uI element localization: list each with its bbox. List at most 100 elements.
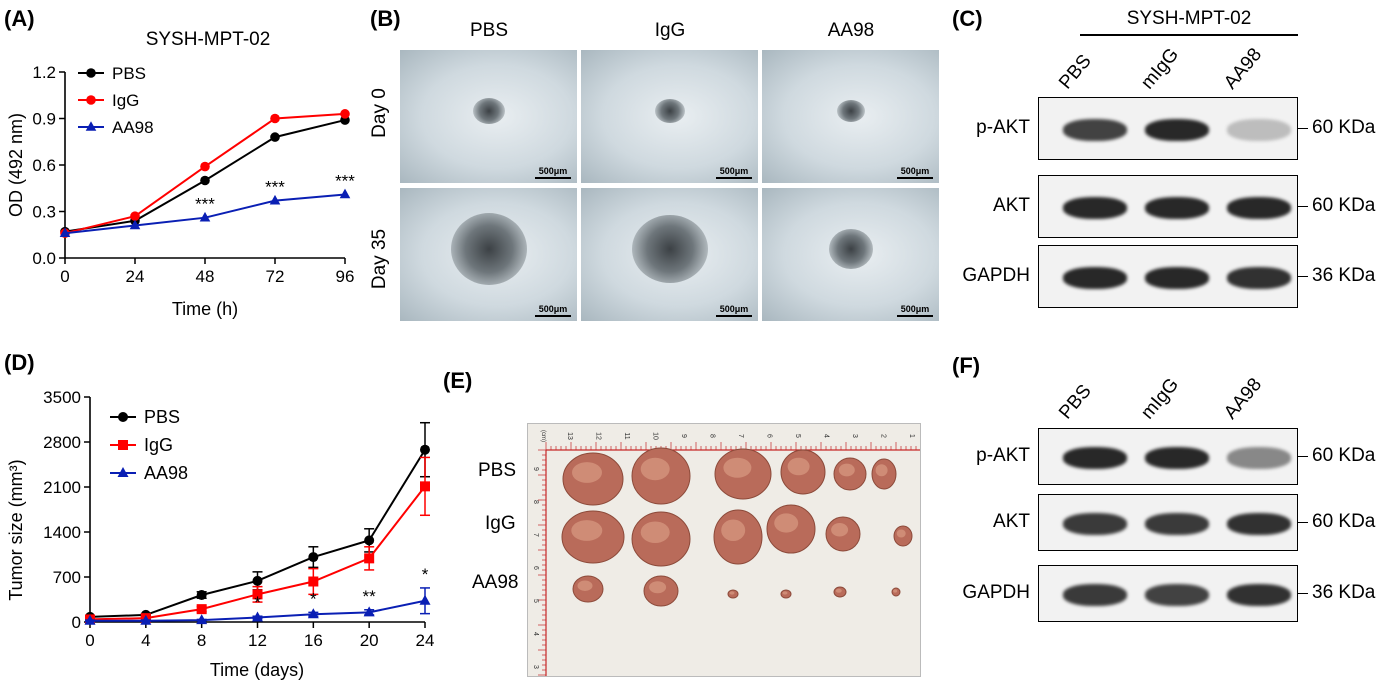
blot-band — [1145, 266, 1209, 289]
x-tick-label: 20 — [360, 631, 379, 650]
blot-c-kda-label: 60 KDa — [1312, 194, 1376, 216]
x-tick-label: 24 — [126, 267, 145, 286]
legend-label: PBS — [112, 64, 146, 83]
panel-label-e: (E) — [443, 368, 473, 393]
tumor-highlight — [723, 457, 752, 478]
ruler-number: 3 — [532, 665, 539, 669]
blot-f-kda-label: 60 KDa — [1312, 444, 1376, 466]
y-tick-label: 0.0 — [32, 249, 56, 268]
micrograph-day0-pbs: 500μm — [400, 50, 577, 183]
tumor-row-label-igg: IgG — [485, 513, 516, 534]
blot-band — [1145, 196, 1209, 219]
data-point — [84, 614, 96, 625]
significance-label: *** — [265, 178, 285, 197]
x-tick-label: 0 — [85, 631, 94, 650]
ruler-number: 6 — [766, 434, 773, 438]
kda-tick — [1298, 275, 1308, 277]
data-point — [420, 444, 430, 455]
data-point — [308, 552, 319, 563]
data-point — [200, 175, 210, 186]
x-tick-label: 48 — [196, 267, 215, 286]
ruler-number: 8 — [532, 500, 539, 504]
spheroid — [472, 97, 505, 124]
blot-band — [1063, 583, 1127, 606]
kda-tick — [1298, 521, 1308, 523]
blot-c-membrane-gapdh — [1038, 245, 1298, 308]
legend-marker — [86, 68, 96, 78]
x-tick-label: 72 — [266, 267, 285, 286]
significance-label: * — [254, 593, 261, 612]
blot-band — [1063, 266, 1127, 289]
data-point — [364, 535, 375, 546]
blot-c-lane-label: AA98 — [1220, 44, 1267, 94]
scale-bar-label: 500μm — [719, 304, 749, 314]
x-tick-label: 16 — [304, 631, 323, 650]
blot-band — [1063, 512, 1127, 535]
blot-f-kda-label: 60 KDa — [1312, 510, 1376, 532]
data-point — [200, 161, 210, 172]
y-tick-label: 1.2 — [32, 63, 56, 82]
blot-band — [1227, 446, 1291, 469]
x-tick-label: 4 — [141, 631, 150, 650]
spheroid — [631, 214, 708, 283]
blot-band — [1227, 196, 1291, 219]
tumor-highlight — [577, 580, 593, 591]
data-point — [196, 590, 207, 600]
blot-c-title-rule — [1080, 34, 1298, 36]
tumor-highlight — [896, 529, 906, 538]
tumor-highlight — [782, 591, 788, 595]
blot-f-protein-label: p-AKT — [976, 444, 1030, 466]
ruler-number: 9 — [680, 434, 687, 438]
blot-c-lane-label: mIgG — [1137, 44, 1184, 94]
ruler-number: 7 — [532, 533, 539, 537]
ruler-number: 6 — [532, 566, 539, 570]
blot-band — [1227, 512, 1291, 535]
blot-f-membrane-gapdh — [1038, 565, 1298, 622]
legend-label: IgG — [112, 91, 139, 110]
panel-label-b: (B) — [370, 6, 401, 31]
significance-label: *** — [335, 171, 355, 190]
legend-marker — [86, 95, 96, 105]
ruler-number: 13 — [566, 432, 573, 440]
ruler-number: 11 — [623, 432, 630, 439]
legend-label: AA98 — [144, 463, 188, 483]
data-point — [308, 576, 319, 587]
ruler-number: 1 — [908, 434, 915, 438]
blot-band — [1145, 512, 1209, 535]
ruler-number: 12 — [595, 432, 602, 440]
scale-bar: 500μm — [535, 166, 571, 179]
blot-f-protein-label: AKT — [993, 510, 1030, 532]
tumor-photo: (cm) 13 12 11 10 9 8 7 6 5 4 3 2 1 9 8 7 6 5 4 3 — [527, 423, 921, 677]
data-point — [339, 188, 351, 199]
blot-band — [1227, 266, 1291, 289]
scale-bar-label: 500μm — [900, 166, 930, 176]
kda-tick — [1298, 455, 1308, 457]
tumor-highlight — [774, 513, 799, 533]
data-point — [340, 109, 350, 119]
blot-band — [1145, 118, 1209, 141]
tumor-row-label-pbs: PBS — [478, 460, 517, 481]
x-tick-label: 8 — [197, 631, 206, 650]
y-tick-label: 700 — [53, 568, 81, 587]
tumor-highlight — [893, 589, 898, 593]
scale-bar: 500μm — [716, 304, 752, 317]
ruler-number: 3 — [851, 434, 858, 438]
data-point — [420, 481, 430, 492]
blot-c-protein-label: GAPDH — [962, 264, 1030, 286]
panel-label-d: (D) — [4, 350, 35, 375]
chart-a-title: SYSH-MPT-02 — [146, 29, 271, 50]
chart-a-ylabel: OD (492 nm) — [6, 113, 26, 217]
y-tick-label: 0.3 — [32, 203, 56, 222]
y-tick-label: 0.9 — [32, 110, 56, 129]
col-label-igg: IgG — [654, 20, 686, 41]
data-point — [364, 553, 375, 564]
x-tick-label: 96 — [336, 267, 355, 286]
blot-band — [1227, 118, 1291, 141]
tumor-highlight — [571, 520, 603, 541]
chart-a-xlabel: Time (h) — [172, 299, 238, 319]
row-label-day0: Day 0 — [369, 88, 390, 138]
ruler-number: 2 — [880, 434, 887, 438]
tumor-highlight — [649, 581, 667, 594]
blot-band — [1063, 196, 1127, 219]
chart-d: 0 4 8 12 16 20 24 0 700 1400 2100 2800 3500 PBS IgG AA9… — [6, 388, 434, 680]
